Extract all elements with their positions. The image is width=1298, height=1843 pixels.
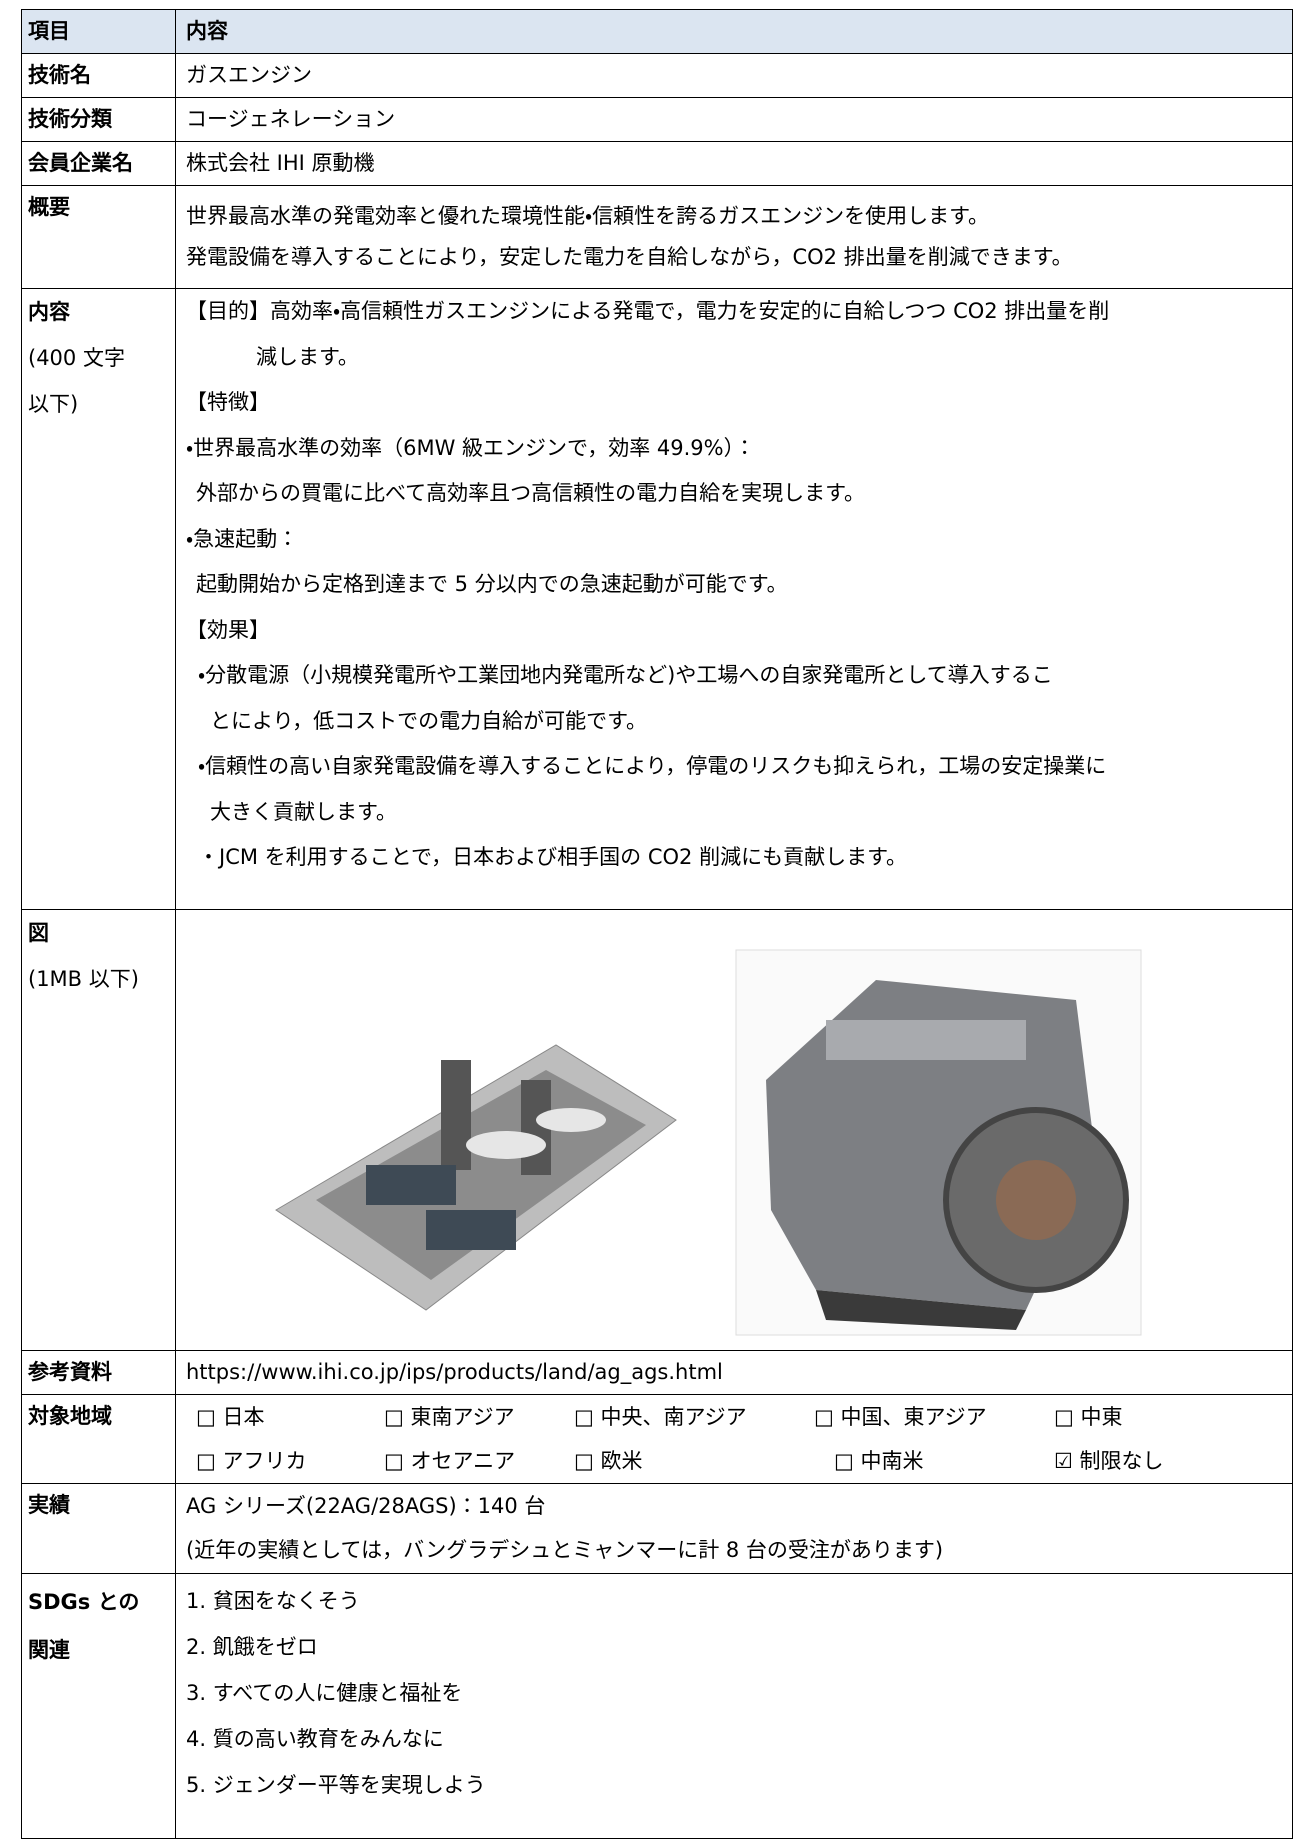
plant-figure <box>275 1043 677 1311</box>
content-line: 1. 貧困をなくそう <box>186 1588 360 1613</box>
content-line: 株式会社 IHI 原動機 <box>186 151 375 175</box>
region-options: □ 日本 □ 東南アジア □ 中央、南アジア □ 中国、東アジア □ 中東 □ … <box>186 1395 1282 1483</box>
content-line: 世界最高水準の発電効率と優れた環境性能・信頼性を誇るガスエンジンを使用します。 <box>186 204 990 228</box>
row: 会員企業名 株式会社 IHI 原動機 <box>21 141 1293 186</box>
region-option: □ 中東 <box>1054 1404 1123 1429</box>
header-cell: 内容 <box>175 9 1293 54</box>
row-content: ガスエンジン <box>175 53 1293 98</box>
row-content: □ 日本 □ 東南アジア □ 中央、南アジア □ 中国、東アジア □ 中東 □ … <box>175 1393 1293 1484</box>
row: 対象地域 □ 日本 □ 東南アジア □ 中央、南アジア □ 中国、東アジア □ … <box>21 1393 1293 1484</box>
region-option: □ 欧米 <box>574 1448 643 1473</box>
content-line: ・世界最高水準の効率（6MW 級エンジンで，効率 49.9%）： <box>186 435 756 460</box>
row-content: 株式会社 IHI 原動機 <box>175 141 1293 186</box>
row-label: 実績 <box>21 1482 176 1574</box>
row-label: 対象地域 <box>21 1393 176 1484</box>
content-line: (近年の実績としては，バングラデシュとミャンマーに計 8 台の受注があります) <box>186 1538 944 1562</box>
content-line: 2. 飢餓をゼロ <box>186 1634 318 1659</box>
label-line: 参考資料 <box>28 1359 112 1384</box>
region-option: □ 日本 <box>196 1404 265 1429</box>
content-line: https://www.ihi.co.jp/ips/products/land/… <box>186 1359 723 1384</box>
row-label: 会員企業名 <box>21 141 176 186</box>
label-line: 対象地域 <box>28 1403 112 1428</box>
header-cell: 項目 <box>21 9 176 54</box>
row: 実績 AG シリーズ(22AG/28AGS)：140 台 (近年の実績としては，… <box>21 1482 1293 1574</box>
label-line: (1MB 以下) <box>28 966 139 991</box>
label-line: 技術分類 <box>28 107 112 131</box>
row: 技術名 ガスエンジン <box>21 53 1293 98</box>
content-line: ・分散電源（小規模発電所や工業団地内発電所など)や工場への自家発電所として導入す… <box>198 663 1053 687</box>
region-option: □ 中南米 <box>834 1448 924 1473</box>
row-content: コージェネレーション <box>175 97 1293 142</box>
engine-figure <box>735 949 1142 1335</box>
content-line: 減します。 <box>256 344 359 369</box>
row-label: 概要 <box>21 185 176 289</box>
region-option: ☑ 制限なし <box>1054 1448 1164 1473</box>
content-line: ・急速起動： <box>186 526 299 551</box>
label-line: 会員企業名 <box>28 151 133 175</box>
region-option: □ 中央、南アジア <box>574 1404 747 1429</box>
row-content: AG シリーズ(22AG/28AGS)：140 台 (近年の実績としては，バング… <box>175 1482 1293 1574</box>
label-line: 技術名 <box>28 63 91 87</box>
row-label: 参考資料 <box>21 1349 176 1395</box>
row-content: https://www.ihi.co.jp/ips/products/land/… <box>175 1349 1293 1395</box>
row: SDGs との 関連 1. 貧困をなくそう 2. 飢餓をゼロ 3. すべての人に… <box>21 1572 1293 1839</box>
content-line: 発電設備を導入することにより，安定した電力を自給しながら，CO2 排出量を削減で… <box>186 245 1073 269</box>
row-content <box>175 908 1293 1351</box>
label-line: 実績 <box>28 1492 70 1517</box>
region-option: □ 中国、東アジア <box>814 1404 987 1429</box>
content-line: ガスエンジン <box>186 63 312 87</box>
figures <box>176 910 1292 1350</box>
content-line: とにより，低コストでの電力自給が可能です。 <box>210 708 648 733</box>
label-line: 概要 <box>28 195 70 219</box>
content-line: ・JCM を利用することで，日本および相手国の CO2 削減にも貢献します。 <box>198 845 907 869</box>
label-line: (400 文字 <box>28 346 125 370</box>
region-option: □ アフリカ <box>196 1448 307 1473</box>
label-line: 内容 <box>28 300 70 324</box>
content-line: 【目的】高効率・高信頼性ガスエンジンによる発電で，電力を安定的に自給しつつ CO… <box>186 299 1110 323</box>
content-line: 【特徴】 <box>186 390 270 414</box>
row-label: 技術名 <box>21 53 176 98</box>
row-label: 内容 (400 文字 以下) <box>21 288 176 910</box>
row-content: 1. 貧困をなくそう 2. 飢餓をゼロ 3. すべての人に健康と福祉を 4. 質… <box>175 1572 1293 1839</box>
content-line: 起動開始から定格到達まで 5 分以内での急速起動が可能です。 <box>196 572 788 596</box>
row-label: SDGs との 関連 <box>21 1572 176 1839</box>
label-line: 関連 <box>28 1637 70 1662</box>
content-line: 4. 質の高い教育をみんなに <box>186 1726 444 1751</box>
row-content: 世界最高水準の発電効率と優れた環境性能・信頼性を誇るガスエンジンを使用します。 … <box>175 185 1293 289</box>
content-line: ・信頼性の高い自家発電設備を導入することにより，停電のリスクも抑えられ，工場の安… <box>198 754 1107 778</box>
row-label: 技術分類 <box>21 97 176 142</box>
region-option: □ オセアニア <box>384 1448 516 1473</box>
figure-illustrations <box>275 949 1142 1335</box>
label-line: SDGs との <box>28 1589 140 1614</box>
content-line: コージェネレーション <box>186 107 396 131</box>
label-line: 図 <box>28 920 49 945</box>
row: 概要 世界最高水準の発電効率と優れた環境性能・信頼性を誇るガスエンジンを使用しま… <box>21 185 1293 289</box>
row: 参考資料 https://www.ihi.co.jp/ips/products/… <box>21 1349 1293 1395</box>
row-label: 図 (1MB 以下) <box>21 908 176 1351</box>
content-line: 5. ジェンダー平等を実現しよう <box>186 1772 486 1797</box>
row: 図 (1MB 以下) <box>21 908 1293 1351</box>
content-line: 【効果】 <box>186 617 270 642</box>
header-row: 項目 内容 <box>21 9 1293 54</box>
content-line: AG シリーズ(22AG/28AGS)：140 台 <box>186 1493 546 1518</box>
region-option: □ 東南アジア <box>384 1404 515 1429</box>
content-line: 大きく貢献します。 <box>210 799 397 824</box>
row: 技術分類 コージェネレーション <box>21 97 1293 142</box>
content-line: 外部からの買電に比べて高効率且つ高信頼性の電力自給を実現します。 <box>196 481 866 505</box>
info-table: 項目 内容 技術名 ガスエンジン 技術分類 コージェネレーション 会員企業名 株… <box>21 9 1293 1839</box>
row: 内容 (400 文字 以下) 【目的】高効率・高信頼性ガスエンジンによる発電で，… <box>21 288 1293 910</box>
label-line: 以下) <box>28 392 79 416</box>
row-content: 【目的】高効率・高信頼性ガスエンジンによる発電で，電力を安定的に自給しつつ CO… <box>175 288 1293 910</box>
content-line: 3. すべての人に健康と福祉を <box>186 1680 463 1705</box>
